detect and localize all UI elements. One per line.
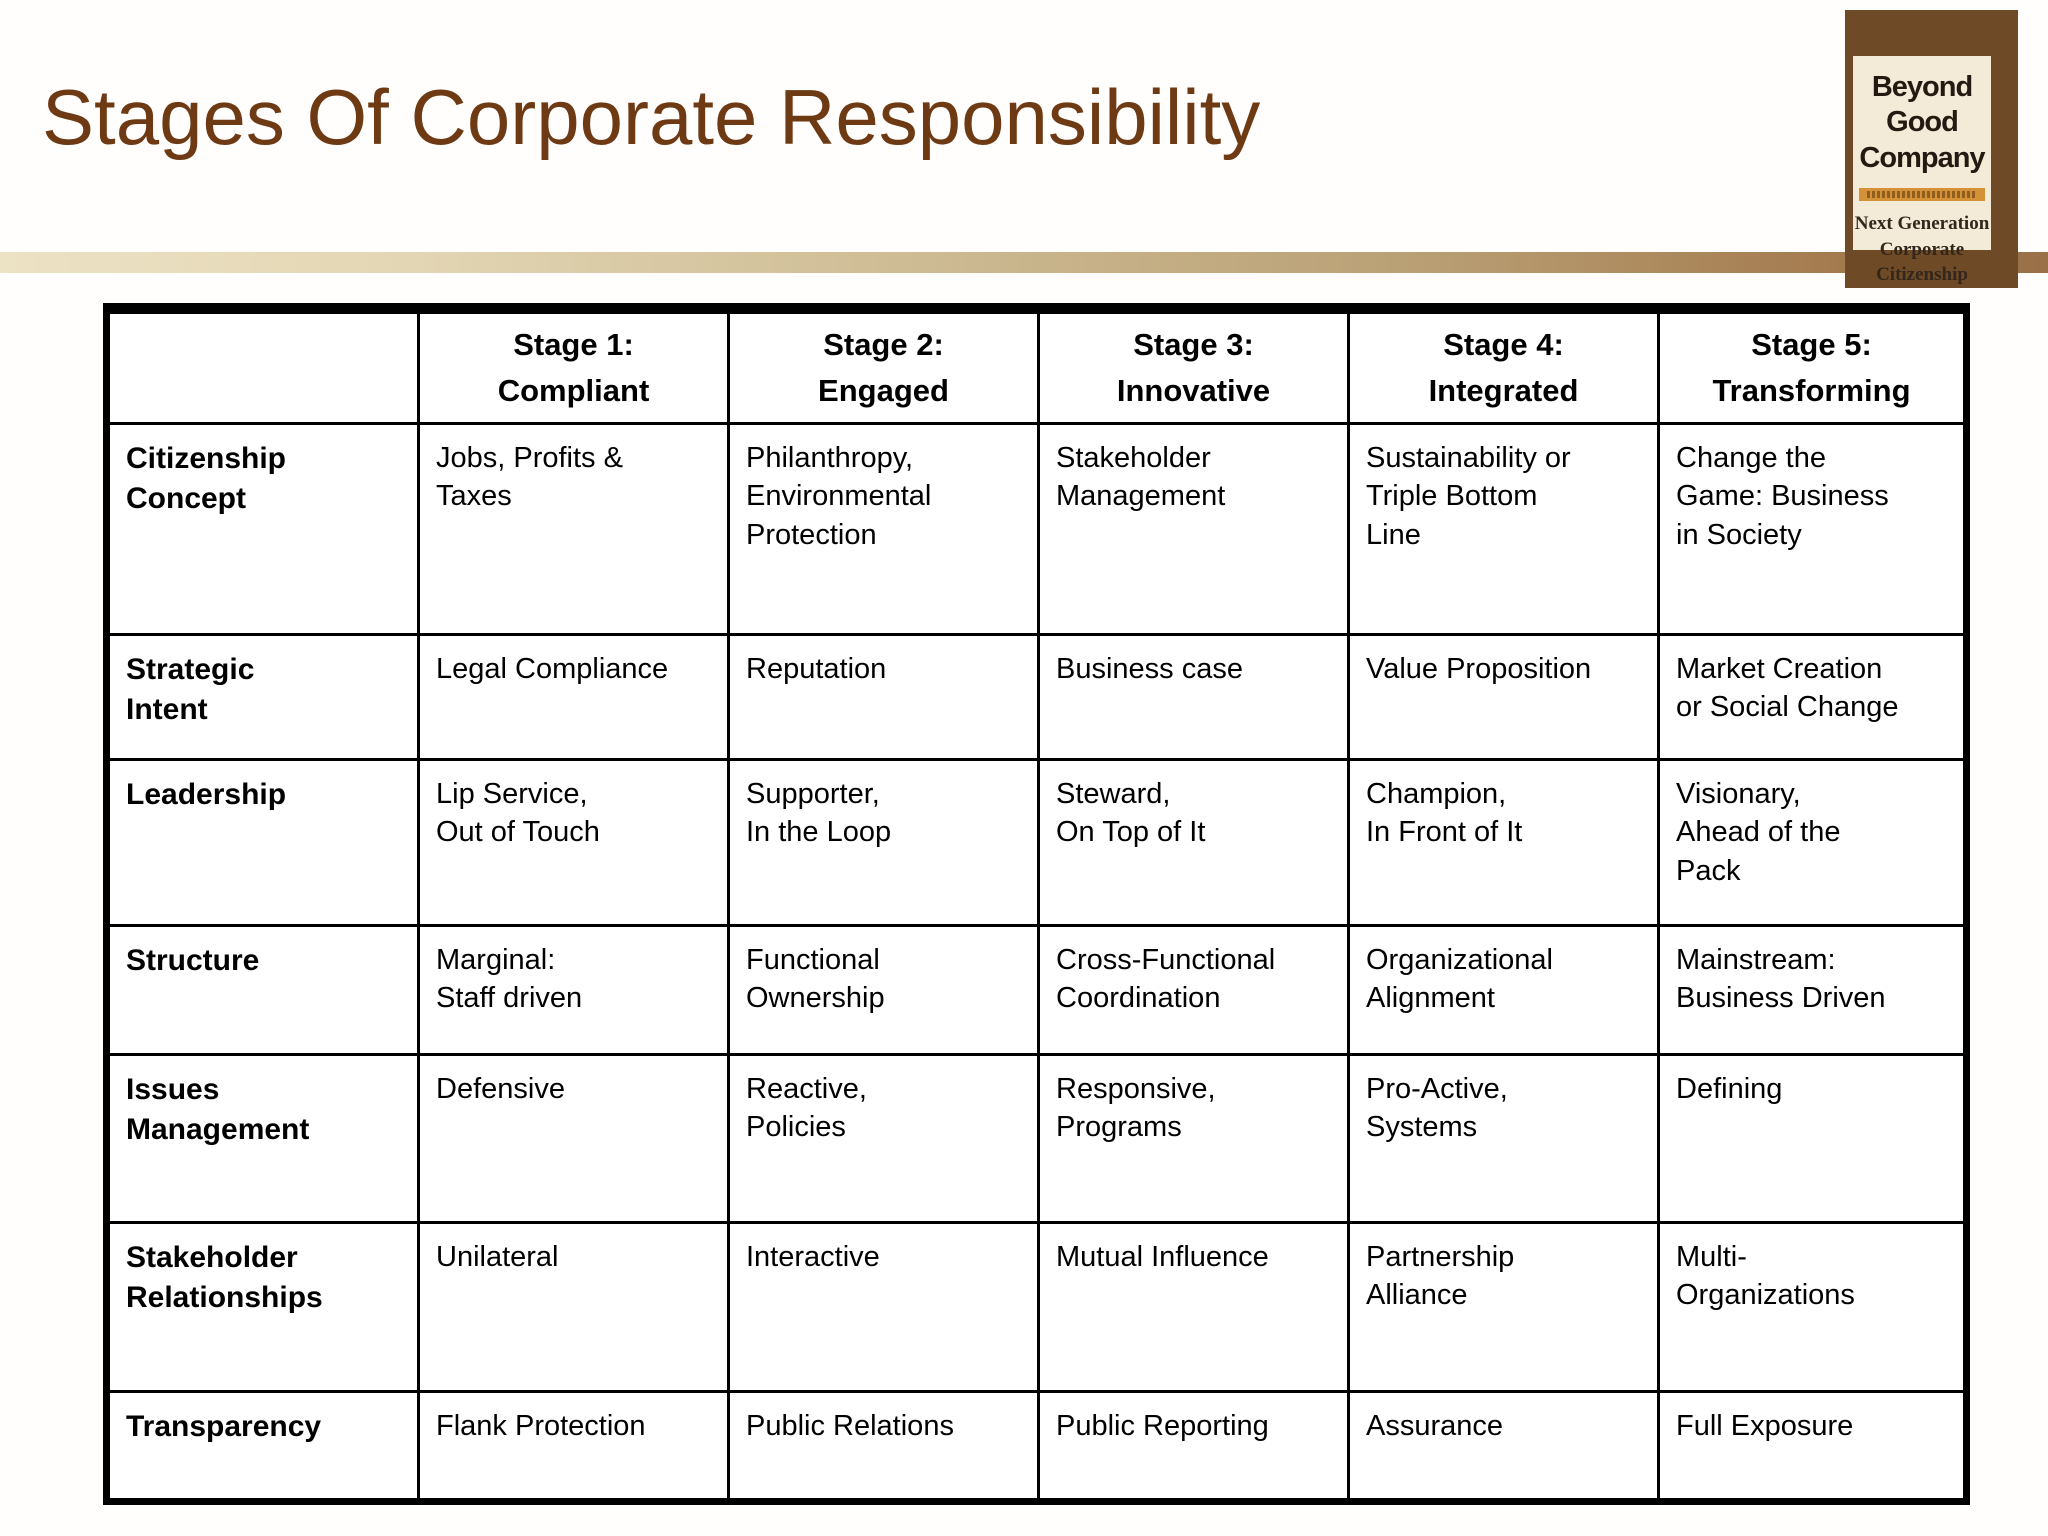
- table-cell: Partnership Alliance: [1347, 1221, 1660, 1393]
- table-cell: Market Creation or Social Change: [1657, 633, 1968, 761]
- table-cell: Philanthropy, Environmental Protection: [727, 422, 1040, 636]
- header-cell-stage-2: Stage 2: Engaged: [727, 307, 1040, 425]
- table-cell: Supporter, In the Loop: [727, 758, 1040, 927]
- table-cell: Reactive, Policies: [727, 1053, 1040, 1224]
- table-cell: Cross-Functional Coordination: [1037, 924, 1350, 1056]
- header-cell-stage-3: Stage 3: Innovative: [1037, 307, 1350, 425]
- table-cell: Stakeholder Management: [1037, 422, 1350, 636]
- table-cell: Marginal: Staff driven: [417, 924, 730, 1056]
- table-cell: Defining: [1657, 1053, 1968, 1224]
- row-label-cell: Transparency: [105, 1390, 420, 1503]
- table-row-issues-management: Issues Management Defensive Reactive, Po…: [105, 1053, 1968, 1224]
- table-cell: Functional Ownership: [727, 924, 1040, 1056]
- table-header-row: Stage 1: Compliant Stage 2: Engaged Stag…: [105, 307, 1968, 425]
- table-cell: Multi- Organizations: [1657, 1221, 1968, 1393]
- book-author-band: [1859, 188, 1985, 202]
- book-cover-logo: Beyond Good Company Next Generation Corp…: [1845, 10, 2018, 288]
- row-label-cell: Citizenship Concept: [105, 422, 420, 636]
- table-row-strategic-intent: Strategic Intent Legal Compliance Reputa…: [105, 633, 1968, 761]
- row-label-cell: Structure: [105, 924, 420, 1056]
- table-row-citizenship-concept: Citizenship Concept Jobs, Profits & Taxe…: [105, 422, 1968, 636]
- row-label-cell: Leadership: [105, 758, 420, 927]
- table-cell: Value Proposition: [1347, 633, 1660, 761]
- book-title: Beyond Good Company: [1859, 71, 1985, 174]
- table-cell: Mutual Influence: [1037, 1221, 1350, 1393]
- header-cell-stage-4: Stage 4: Integrated: [1347, 307, 1660, 425]
- stages-table: Stage 1: Compliant Stage 2: Engaged Stag…: [103, 303, 1970, 1505]
- table-cell: Steward, On Top of It: [1037, 758, 1350, 927]
- table-cell: Assurance: [1347, 1390, 1660, 1503]
- table-row-leadership: Leadership Lip Service, Out of Touch Sup…: [105, 758, 1968, 927]
- table-row-transparency: Transparency Flank Protection Public Rel…: [105, 1390, 1968, 1503]
- row-label-cell: Stakeholder Relationships: [105, 1221, 420, 1393]
- table-cell: Change the Game: Business in Society: [1657, 422, 1968, 636]
- table-cell: Jobs, Profits & Taxes: [417, 422, 730, 636]
- page-title: Stages Of Corporate Responsibility: [42, 73, 1261, 161]
- title-underline-bar: [0, 252, 2048, 273]
- table-cell: Legal Compliance: [417, 633, 730, 761]
- table-cell: Interactive: [727, 1221, 1040, 1393]
- header-cell-stage-5: Stage 5: Transforming: [1657, 307, 1968, 425]
- table-cell: Unilateral: [417, 1221, 730, 1393]
- table-cell: Full Exposure: [1657, 1390, 1968, 1503]
- table-cell: Responsive, Programs: [1037, 1053, 1350, 1224]
- table-cell: Defensive: [417, 1053, 730, 1224]
- header-cell-blank: [105, 307, 420, 425]
- row-label-cell: Issues Management: [105, 1053, 420, 1224]
- table-cell: Lip Service, Out of Touch: [417, 758, 730, 927]
- table-cell: Flank Protection: [417, 1390, 730, 1503]
- table-cell: Business case: [1037, 633, 1350, 761]
- book-subtitle: Next Generation Corporate Citizenship: [1854, 213, 1990, 286]
- table-cell: Sustainability or Triple Bottom Line: [1347, 422, 1660, 636]
- book-cover-inner: Beyond Good Company Next Generation Corp…: [1853, 56, 1991, 285]
- table-cell: Public Reporting: [1037, 1390, 1350, 1503]
- table-cell: Reputation: [727, 633, 1040, 761]
- table-cell: Champion, In Front of It: [1347, 758, 1660, 927]
- table-cell: Public Relations: [727, 1390, 1040, 1503]
- table-row-structure: Structure Marginal: Staff driven Functio…: [105, 924, 1968, 1056]
- row-label-cell: Strategic Intent: [105, 633, 420, 761]
- table-cell: Mainstream: Business Driven: [1657, 924, 1968, 1056]
- table-row-stakeholder-relationships: Stakeholder Relationships Unilateral Int…: [105, 1221, 1968, 1393]
- table-cell: Visionary, Ahead of the Pack: [1657, 758, 1968, 927]
- header-cell-stage-1: Stage 1: Compliant: [417, 307, 730, 425]
- table-cell: Pro-Active, Systems: [1347, 1053, 1660, 1224]
- table-cell: Organizational Alignment: [1347, 924, 1660, 1056]
